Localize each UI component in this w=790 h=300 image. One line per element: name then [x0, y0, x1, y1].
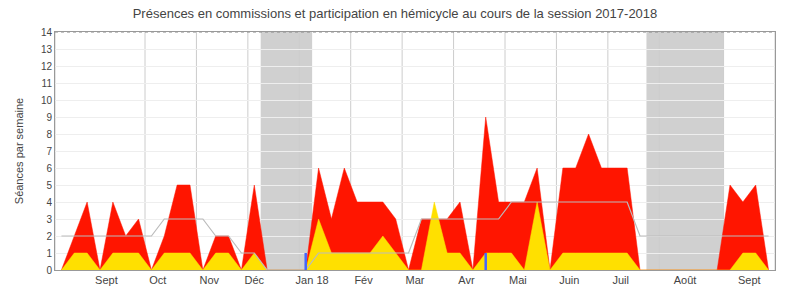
svg-text:Nov: Nov — [200, 274, 220, 286]
svg-text:4: 4 — [46, 197, 52, 208]
svg-text:Séances par semaine: Séances par semaine — [13, 98, 25, 204]
svg-text:6: 6 — [46, 163, 52, 174]
svg-text:Août: Août — [674, 274, 697, 286]
svg-text:Oct: Oct — [149, 274, 166, 286]
svg-text:10: 10 — [41, 95, 53, 106]
svg-text:Sept: Sept — [738, 274, 761, 286]
svg-text:Présences en commissions et pa: Présences en commissions et participatio… — [133, 6, 658, 21]
svg-text:9: 9 — [46, 112, 52, 123]
svg-text:14: 14 — [41, 27, 53, 38]
svg-text:Fév: Fév — [354, 274, 373, 286]
svg-text:7: 7 — [46, 146, 52, 157]
svg-text:3: 3 — [46, 214, 52, 225]
svg-text:5: 5 — [46, 180, 52, 191]
svg-text:13: 13 — [41, 44, 53, 55]
svg-text:1: 1 — [46, 248, 52, 259]
svg-text:2: 2 — [46, 231, 52, 242]
svg-text:8: 8 — [46, 129, 52, 140]
svg-text:Juin: Juin — [559, 274, 579, 286]
svg-text:Avr: Avr — [458, 274, 475, 286]
svg-text:0: 0 — [46, 265, 52, 276]
svg-text:Mai: Mai — [509, 274, 527, 286]
svg-text:Sept: Sept — [95, 274, 118, 286]
svg-text:Jan 18: Jan 18 — [296, 274, 329, 286]
svg-text:Juil: Juil — [612, 274, 629, 286]
svg-text:11: 11 — [42, 78, 53, 89]
svg-text:12: 12 — [41, 61, 53, 72]
svg-text:Déc: Déc — [245, 274, 265, 286]
svg-text:Mar: Mar — [406, 274, 425, 286]
